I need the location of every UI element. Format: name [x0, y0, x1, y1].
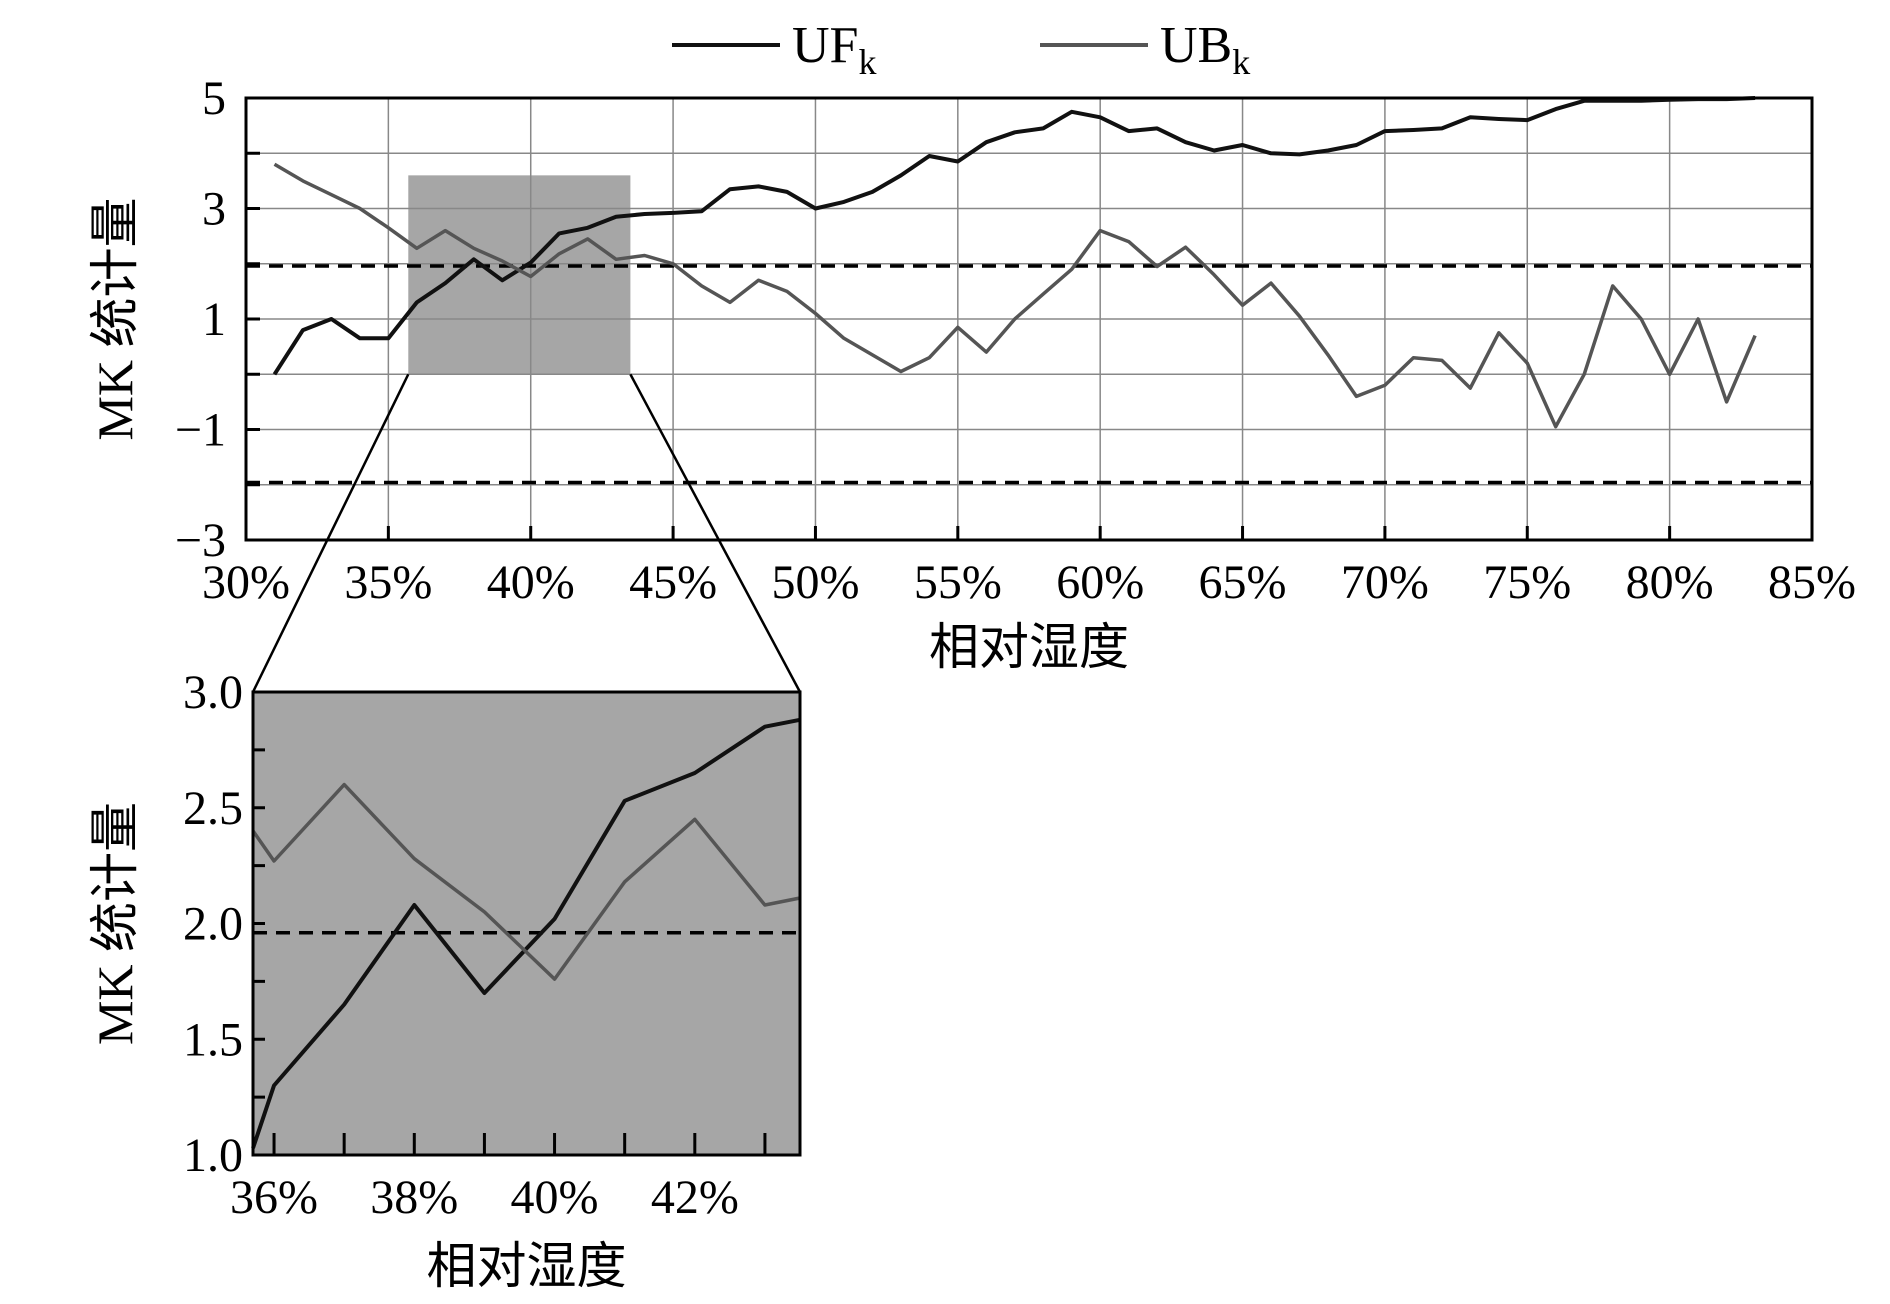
main-x-tick-label: 70%: [1341, 556, 1429, 609]
inset-y-tick-label: 1.5: [183, 1013, 243, 1066]
main-x-tick-label: 75%: [1483, 556, 1571, 609]
main-x-tick-label: 65%: [1199, 556, 1287, 609]
legend-ubk-label: UBk: [1160, 17, 1250, 82]
legend-ufk-label: UFk: [792, 17, 876, 82]
zoom-connector-line: [251, 373, 410, 693]
inset-series: [251, 717, 801, 1149]
inset-y-tick-label: 3.0: [183, 666, 243, 719]
main-x-tick-label: 30%: [202, 556, 290, 609]
inset-x-tick-label: 42%: [651, 1171, 739, 1224]
main-tick-marks: [244, 96, 1814, 542]
inset-x-tick-labels: 36% 38% 40% 42%: [230, 1171, 739, 1224]
main-x-tick-label: 55%: [914, 556, 1002, 609]
main-x-tick-label: 40%: [487, 556, 575, 609]
main-x-tick-label: 85%: [1768, 556, 1856, 609]
main-x-axis-title: 相对湿度: [929, 619, 1129, 675]
main-series-ufk-line: [272, 96, 1756, 376]
inset-y-axis-title: MK 统计量: [87, 802, 143, 1045]
main-grid: [246, 98, 1812, 540]
inset-plot-background: [253, 692, 800, 1155]
main-x-tick-label: 50%: [771, 556, 859, 609]
main-series: [272, 96, 1757, 429]
main-x-tick-labels: 30% 35% 40% 45% 50% 55% 60% 65% 70% 75% 80% 85%: [202, 556, 1856, 609]
main-y-tick-label: 5: [202, 72, 226, 125]
inset-chart: 36% 38% 40% 42% 3.0 2.5 2.0 1.5 1.0 相对湿度 MK 统计量: [87, 666, 802, 1294]
inset-x-tick-label: 36%: [230, 1171, 318, 1224]
main-x-tick-label: 45%: [629, 556, 717, 609]
main-x-tick-label: 80%: [1626, 556, 1714, 609]
inset-x-tick-label: 38%: [370, 1171, 458, 1224]
inset-y-tick-label: 2.5: [183, 782, 243, 835]
inset-series-ubk-line: [251, 782, 801, 981]
main-series-ubk-line: [273, 162, 1757, 429]
main-y-tick-labels: 5 3 1 −1 −3: [175, 72, 226, 567]
highlight-region: [408, 175, 631, 375]
inset-x-tick-label: 40%: [511, 1171, 599, 1224]
legend: UFk UBk: [672, 17, 1250, 82]
main-y-tick-label: 1: [202, 293, 226, 346]
zoom-connector-lines: [251, 373, 802, 693]
inset-tick-marks: [253, 690, 767, 1157]
inset-series-ufk-line: [251, 717, 801, 1149]
inset-y-tick-labels: 3.0 2.5 2.0 1.5 1.0: [183, 666, 243, 1182]
main-significance-lines: [246, 264, 1812, 485]
main-x-tick-label: 35%: [344, 556, 432, 609]
main-x-tick-label: 60%: [1056, 556, 1144, 609]
main-chart: 30% 35% 40% 45% 50% 55% 60% 65% 70% 75% 80% 85% 5 3 1…: [87, 72, 1856, 675]
inset-y-tick-label: 1.0: [183, 1129, 243, 1182]
inset-x-axis-title: 相对湿度: [427, 1238, 627, 1294]
main-y-tick-label: 3: [202, 183, 226, 236]
main-y-axis-title: MK 统计量: [87, 197, 143, 440]
main-y-tick-label: −3: [175, 514, 226, 567]
inset-y-tick-label: 2.0: [183, 898, 243, 951]
zoom-connector-line: [629, 373, 802, 693]
main-y-tick-label: −1: [175, 404, 226, 457]
